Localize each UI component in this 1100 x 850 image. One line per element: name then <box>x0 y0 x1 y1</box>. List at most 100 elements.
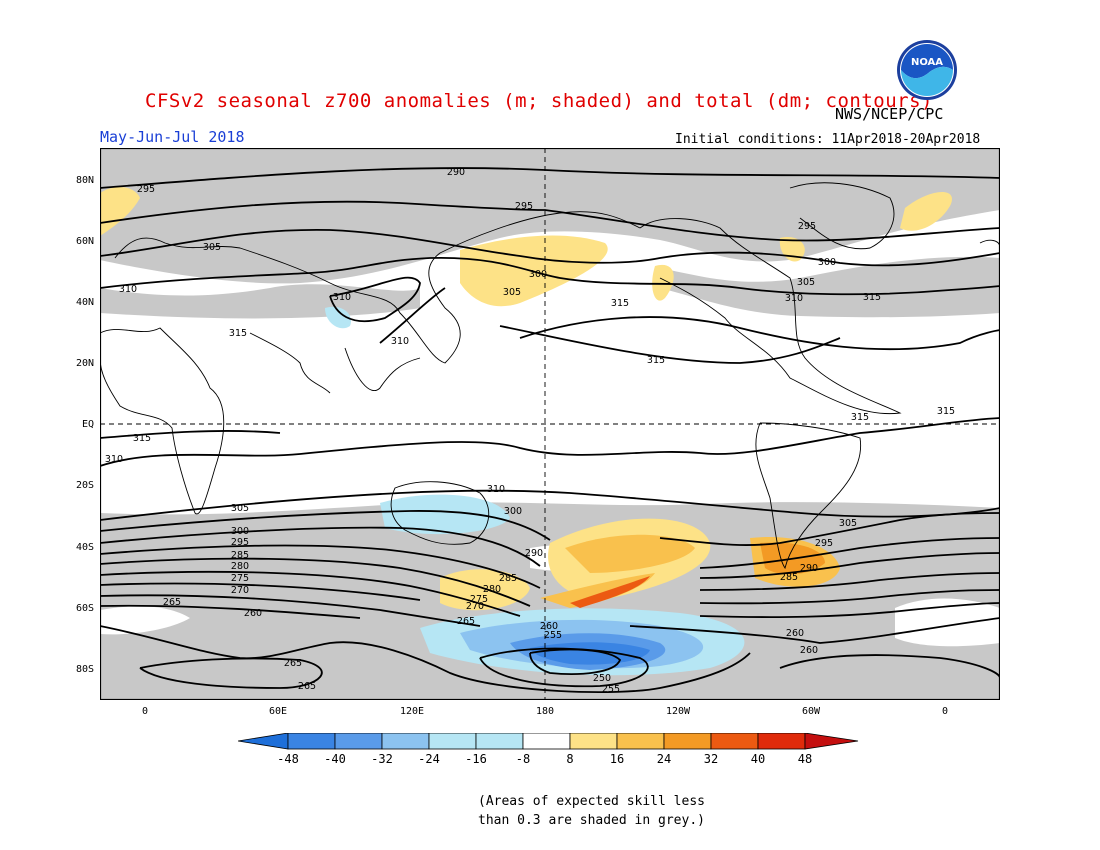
contour-label: 310 <box>391 336 409 347</box>
contour-label: 290 <box>800 563 818 574</box>
contour-label: 295 <box>137 184 155 195</box>
chart-title: CFSv2 seasonal z700 anomalies (m; shaded… <box>145 90 933 112</box>
colorbar-label: -24 <box>418 752 440 766</box>
contour-label: 285 <box>780 572 798 583</box>
colorbar-swatch <box>428 733 477 750</box>
lon-label: 0 <box>941 706 949 717</box>
lon-label: 120E <box>399 706 425 717</box>
colorbar-swatch <box>334 733 383 750</box>
contour-label: 290 <box>447 167 465 178</box>
footnote: (Areas of expected skill less than 0.3 a… <box>478 792 705 830</box>
contour-label: 305 <box>203 242 221 253</box>
colorbar-label: 48 <box>797 752 813 766</box>
footnote-line: (Areas of expected skill less <box>478 794 705 809</box>
lon-label: 60W <box>801 706 821 717</box>
colorbar-swatch <box>475 733 524 750</box>
colorbar-right-arrow <box>804 733 859 750</box>
colorbar-swatches <box>287 733 806 750</box>
contour-label: 260 <box>800 645 818 656</box>
contour-label: 310 <box>119 284 137 295</box>
contour-label: 315 <box>647 355 665 366</box>
contour-label: 260 <box>244 608 262 619</box>
contour-label: 275 <box>231 573 249 584</box>
contour-label: 295 <box>798 221 816 232</box>
contour-label: 310 <box>333 292 351 303</box>
contour-label: 260 <box>786 628 804 639</box>
contour-label: 270 <box>466 601 484 612</box>
colorbar-swatch <box>710 733 759 750</box>
colorbar <box>238 733 859 750</box>
initial-conditions-label: Initial conditions: 11Apr2018-20Apr2018 <box>675 132 981 147</box>
map-frame <box>100 148 1000 700</box>
contour-label: 300 <box>529 269 547 280</box>
contour-label: 280 <box>483 584 501 595</box>
colorbar-label: -32 <box>371 752 393 766</box>
period-label: May-Jun-Jul 2018 <box>100 128 245 146</box>
colorbar-left-arrow <box>238 733 289 750</box>
lat-label: 80N <box>75 175 94 186</box>
contour-label: 250 <box>593 673 611 684</box>
contour-label: 265 <box>457 616 475 627</box>
negative-anomaly-shading <box>325 306 745 676</box>
lat-label: 60S <box>75 603 94 614</box>
contour-label: 280 <box>231 561 249 572</box>
contour-label: 300 <box>231 526 249 537</box>
contours <box>100 167 1000 694</box>
contour-label: 315 <box>851 412 869 423</box>
contour-label: 295 <box>515 201 533 212</box>
logo-text: NOAA <box>911 57 943 68</box>
contour-label: 255 <box>602 684 620 695</box>
contour-label: 315 <box>229 328 247 339</box>
contour-label-group: 290 295 295 295 300 300 305 305 305 310 … <box>105 167 955 695</box>
colorbar-swatch <box>569 733 618 750</box>
contour-label: 265 <box>284 658 302 669</box>
lat-label: 40S <box>75 542 94 553</box>
colorbar-swatch <box>616 733 665 750</box>
contour-label: 305 <box>231 503 249 514</box>
colorbar-swatch <box>757 733 806 750</box>
contour-label: 260 <box>540 621 558 632</box>
lat-label: 80S <box>75 664 94 675</box>
lon-label: 120W <box>665 706 691 717</box>
contour-label: 285 <box>231 550 249 561</box>
lat-label: 20N <box>75 358 94 369</box>
lat-label: 40N <box>75 297 94 308</box>
contour-label: 300 <box>504 506 522 517</box>
colorbar-label: -40 <box>324 752 346 766</box>
lat-label: 60N <box>75 236 94 247</box>
noaa-logo: NOAA <box>897 40 957 100</box>
contour-label: 315 <box>937 406 955 417</box>
contour-label: 265 <box>163 597 181 608</box>
contour-label: 255 <box>544 630 562 641</box>
contour-label: 290 <box>525 548 543 559</box>
contour-label: 300 <box>818 257 836 268</box>
colorbar-swatch <box>522 733 571 750</box>
lon-label: 180 <box>535 706 555 717</box>
colorbar-swatch <box>287 733 336 750</box>
lon-label: 60E <box>268 706 288 717</box>
contour-label: 310 <box>487 484 505 495</box>
footnote-line: than 0.3 are shaded in grey.) <box>478 813 705 828</box>
lat-label: EQ <box>81 419 94 430</box>
contour-label: 275 <box>470 594 488 605</box>
lat-label: 20S <box>75 480 94 491</box>
contour-label: 270 <box>231 585 249 596</box>
contour-label: 315 <box>611 298 629 309</box>
colorbar-swatch <box>381 733 430 750</box>
contour-label: 285 <box>499 573 517 584</box>
colorbar-label: 40 <box>750 752 766 766</box>
colorbar-swatch <box>663 733 712 750</box>
colorbar-label: 16 <box>609 752 625 766</box>
contour-label: 315 <box>133 433 151 444</box>
contour-label: 305 <box>797 277 815 288</box>
contour-label: 310 <box>105 454 123 465</box>
colorbar-label: 8 <box>566 752 574 766</box>
agency-label: NWS/NCEP/CPC <box>835 105 944 123</box>
contour-label: 295 <box>815 538 833 549</box>
contour-label: 295 <box>231 537 249 548</box>
colorbar-label: -16 <box>465 752 487 766</box>
colorbar-label: -8 <box>515 752 531 766</box>
contour-label: 305 <box>839 518 857 529</box>
lon-label: 0 <box>141 706 149 717</box>
map-panel: 290 295 295 295 300 300 305 305 305 310 … <box>100 148 1000 700</box>
